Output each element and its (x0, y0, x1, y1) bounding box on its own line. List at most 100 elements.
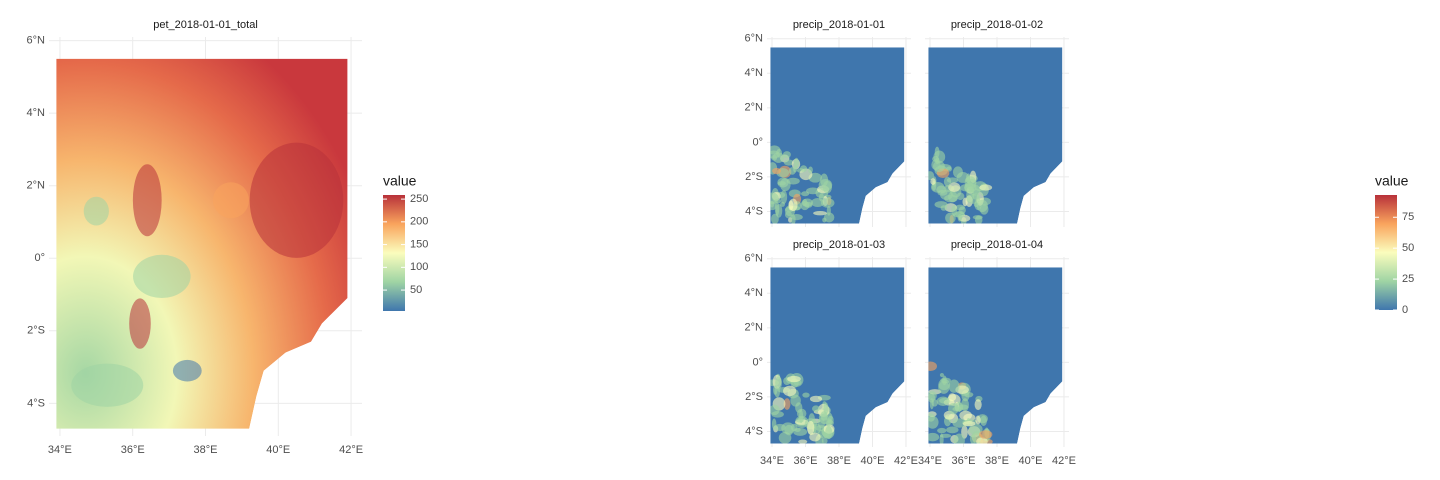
raster-cell (978, 430, 993, 439)
raster (770, 47, 905, 224)
raster-cell (948, 402, 959, 415)
raster-cell (780, 190, 788, 204)
raster-cell (794, 427, 801, 432)
raster-cell (936, 185, 947, 194)
panel-title: precip_2018-01-01 (793, 19, 885, 31)
raster-cell (975, 415, 981, 425)
raster-cell (172, 359, 202, 382)
raster-cell (928, 391, 937, 401)
raster-cell (770, 404, 780, 416)
x-tick-label: 38°E (194, 444, 218, 456)
y-tick-label: 6°N (745, 253, 764, 265)
raster-cell (808, 166, 813, 174)
raster-cell (771, 213, 779, 224)
colorbar-label: 25 (1402, 273, 1414, 285)
x-tick-label: 38°E (985, 455, 1009, 467)
raster-cell (964, 181, 974, 194)
x-tick-label: 36°E (952, 455, 976, 467)
raster-cell (802, 392, 810, 398)
panel-title: precip_2018-01-03 (793, 239, 885, 251)
raster-cell (953, 433, 965, 444)
raster-cell (955, 210, 965, 218)
x-tick-label: 40°E (1018, 455, 1042, 467)
raster-cell (825, 418, 832, 427)
raster-cell (784, 424, 794, 436)
raster-cell (823, 402, 829, 415)
raster-base (770, 267, 905, 444)
raster-cell (212, 182, 249, 219)
raster-cell (928, 432, 940, 442)
raster-cell (928, 171, 935, 181)
y-tick-label: 0° (752, 136, 763, 148)
colorbar (383, 195, 405, 311)
raster (56, 58, 348, 429)
raster-cell (133, 254, 191, 298)
raster (928, 267, 1063, 444)
raster-cell (787, 375, 801, 383)
raster-cell (790, 394, 801, 407)
raster-cell (798, 439, 808, 444)
raster-cell (937, 427, 947, 434)
raster-cell (966, 193, 981, 204)
raster-cell (772, 167, 781, 175)
colorbar-label: 200 (410, 216, 428, 228)
raster-cell (928, 361, 937, 371)
raster-cell (822, 180, 832, 194)
raster-cell (945, 212, 956, 224)
raster-cell (956, 171, 970, 183)
raster-cell (818, 193, 825, 202)
raster-cell (948, 393, 957, 402)
x-tick-label: 38°E (827, 455, 851, 467)
raster-cell (936, 396, 950, 407)
colorbar-label: 150 (410, 238, 428, 250)
panel-title: pet_2018-01-01_total (153, 19, 258, 31)
raster (770, 267, 905, 444)
raster-cell (976, 199, 988, 213)
y-tick-label: 4°N (745, 67, 764, 79)
legend-title: value (1375, 173, 1409, 189)
y-tick-label: 2°N (745, 322, 764, 334)
y-tick-label: 2°S (745, 391, 763, 403)
raster-cell (930, 178, 936, 185)
colorbar-label: 0 (1402, 304, 1408, 316)
raster-cell (775, 376, 782, 390)
y-tick-label: 2°N (745, 102, 764, 114)
raster-cell (813, 211, 827, 216)
colorbar (1375, 195, 1397, 310)
raster-cell (774, 423, 786, 432)
raster-cell (777, 181, 786, 186)
x-tick-label: 36°E (121, 444, 145, 456)
y-tick-label: 4°S (745, 205, 763, 217)
y-tick-label: 0° (752, 356, 763, 368)
colorbar-label: 50 (1402, 242, 1414, 254)
raster-cell (771, 418, 777, 430)
raster-cell (782, 151, 791, 159)
x-tick-label: 34°E (918, 455, 942, 467)
x-tick-label: 40°E (860, 455, 884, 467)
raster-cell (826, 205, 831, 216)
x-tick-label: 42°E (1052, 455, 1076, 467)
raster-cell (939, 433, 944, 444)
raster-cell (799, 409, 804, 424)
raster-cell (822, 217, 827, 223)
raster-cell (976, 437, 988, 444)
raster-cell (806, 420, 815, 435)
raster-cell (801, 191, 810, 197)
raster-cell (774, 198, 782, 204)
raster-cell (775, 203, 783, 218)
raster-cell (948, 379, 960, 393)
panel-title: precip_2018-01-02 (951, 19, 1043, 31)
raster-cell (788, 198, 798, 212)
raster-cell (934, 201, 948, 209)
raster-cell (974, 399, 982, 411)
raster-cell (800, 165, 808, 172)
raster-cell (793, 157, 799, 169)
raster-cell (821, 437, 828, 444)
x-tick-label: 40°E (266, 444, 290, 456)
raster-cell (980, 415, 987, 427)
raster (928, 47, 1063, 224)
raster-cell (783, 385, 797, 397)
y-tick-label: 4°N (27, 107, 46, 119)
panel-title: precip_2018-01-04 (951, 239, 1043, 251)
raster-cell (809, 395, 823, 403)
